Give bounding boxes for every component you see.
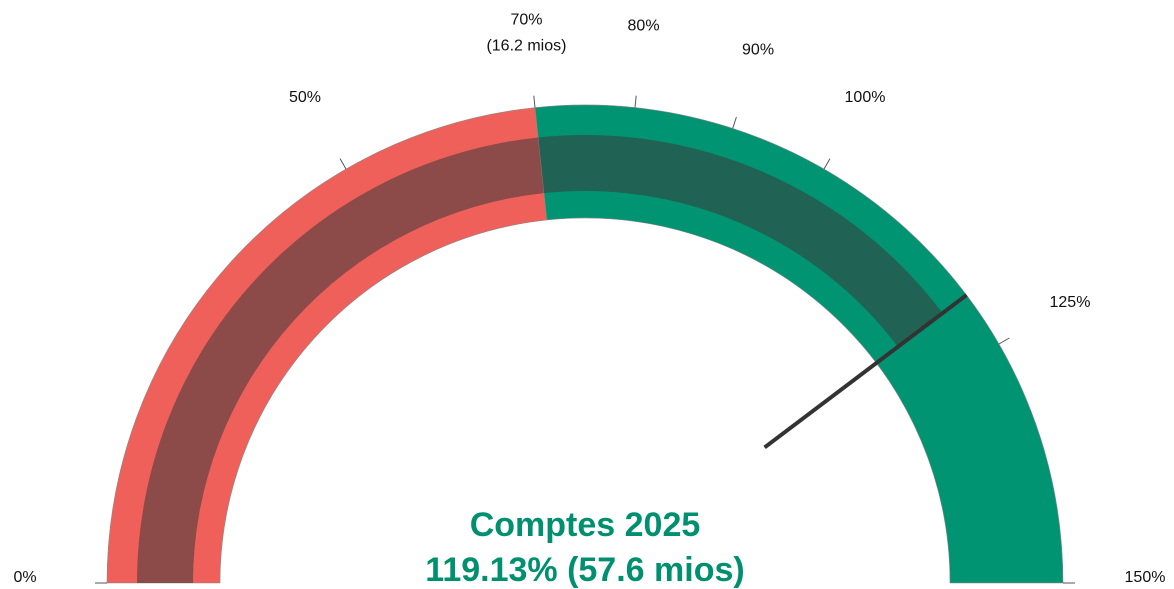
tick-label: 150% (1125, 569, 1166, 586)
tick-sub-label: (16.2 mios) (486, 37, 566, 54)
gauge-band (106, 107, 548, 584)
tick-mark (732, 116, 737, 129)
progress-band (137, 137, 545, 583)
tick-label: 50% (289, 89, 321, 106)
tick-label: 100% (845, 89, 886, 106)
gauge-band (534, 104, 1064, 584)
tick-label: 80% (628, 17, 660, 34)
tick-mark (998, 337, 1010, 345)
value-label: 119.13% (57.6 mios) (425, 551, 744, 589)
needle (763, 293, 968, 450)
tick-label: 90% (742, 42, 774, 59)
gauge-arcs (106, 104, 1064, 584)
tick-mark (339, 158, 347, 170)
tick-mark (823, 158, 831, 170)
tick-label: 125% (1050, 294, 1091, 311)
tick-label: 70% (510, 11, 542, 28)
chart-title: Comptes 2025 (470, 506, 701, 544)
progress-band (538, 135, 943, 347)
tick-mark (533, 95, 536, 108)
tick-mark (634, 95, 637, 108)
tick-label: 0% (13, 569, 36, 586)
